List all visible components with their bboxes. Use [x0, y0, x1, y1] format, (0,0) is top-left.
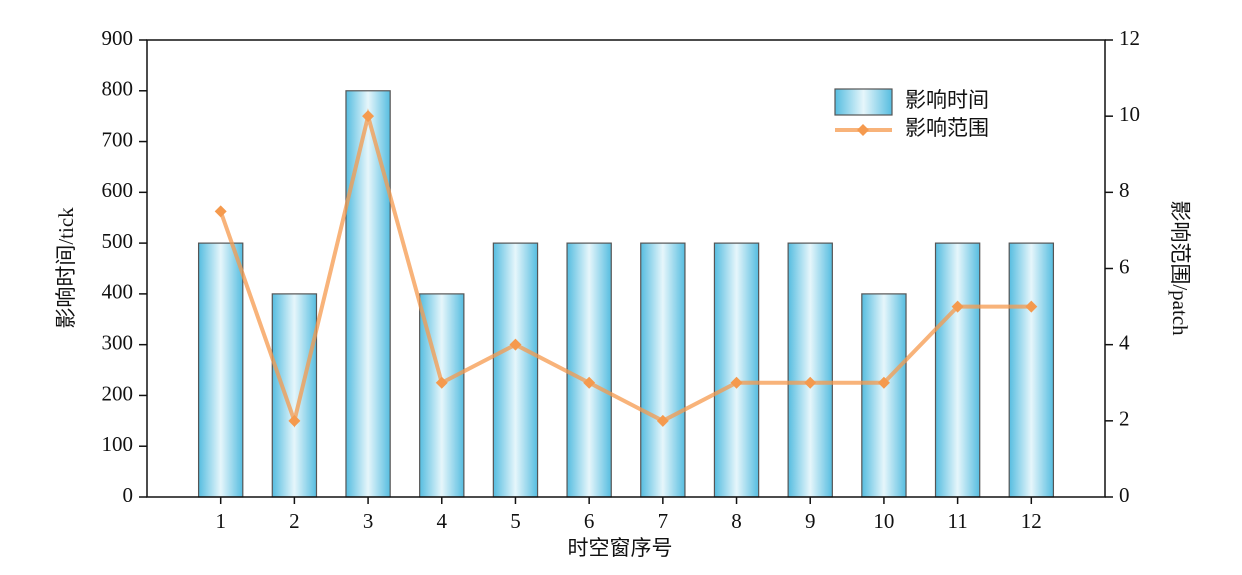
- line-marker: [730, 376, 743, 389]
- y-tick-label: 300: [102, 330, 134, 354]
- line-marker: [1025, 300, 1038, 313]
- line-marker: [656, 414, 669, 427]
- y-tick-label: 200: [102, 381, 134, 405]
- line: [218, 108, 1032, 428]
- y2-tick-label: 8: [1119, 178, 1130, 202]
- y2-tick-label: 4: [1119, 330, 1130, 354]
- x-tick-label: 5: [510, 509, 521, 533]
- y-tick-label: 700: [102, 127, 134, 151]
- x-tick-label: 8: [731, 509, 742, 533]
- x-axis-label: 时空窗序号: [568, 536, 673, 560]
- legend-swatch: [834, 88, 893, 116]
- y-tick-label: 600: [102, 178, 134, 202]
- line-marker: [214, 205, 227, 218]
- y-axis-label: 影响时间/tick: [54, 207, 78, 329]
- y2-tick-label: 10: [1119, 102, 1140, 126]
- line-marker: [583, 376, 596, 389]
- legend-label: 影响范围: [905, 116, 989, 140]
- y-tick-label: 500: [102, 229, 134, 253]
- y-tick-label: 400: [102, 280, 134, 304]
- x-tick-label: 12: [1021, 509, 1042, 533]
- x-tick-label: 4: [437, 509, 448, 533]
- line-marker: [509, 338, 522, 351]
- bar: [640, 242, 686, 498]
- plot-frame: [146, 39, 1106, 498]
- bar: [713, 242, 760, 498]
- line-marker: [435, 376, 448, 389]
- line-marker: [288, 414, 301, 427]
- line-marker: [951, 300, 964, 313]
- x-tick-label: 9: [805, 509, 816, 533]
- y-tick-label: 100: [102, 432, 134, 456]
- y2-tick-label: 0: [1119, 483, 1130, 507]
- bar: [1008, 242, 1055, 498]
- bar: [566, 242, 612, 498]
- y2-tick-label: 6: [1119, 254, 1130, 278]
- y2-tick-label: 2: [1119, 407, 1130, 431]
- bar: [492, 242, 539, 498]
- y2-tick-label: 12: [1119, 26, 1140, 50]
- bar: [934, 242, 981, 498]
- bar: [345, 90, 391, 498]
- line-marker: [362, 110, 375, 123]
- x-tick-label: 2: [289, 509, 300, 533]
- legend-marker: [857, 124, 869, 136]
- y-tick-label: 800: [102, 77, 134, 101]
- bar: [861, 293, 907, 498]
- line-marker: [877, 376, 890, 389]
- line-marker: [804, 376, 817, 389]
- y-tick-label: 900: [102, 26, 134, 50]
- x-tick-label: 7: [658, 509, 669, 533]
- x-tick-label: 10: [873, 509, 894, 533]
- x-tick-label: 6: [584, 509, 595, 533]
- y2-axis-label: 影响范围/patch: [1168, 200, 1192, 336]
- bar: [271, 293, 318, 498]
- x-tick-label: 1: [215, 509, 226, 533]
- x-tick-label: 11: [947, 509, 967, 533]
- legend-label: 影响时间: [905, 88, 989, 112]
- y-tick-label: 0: [123, 483, 134, 507]
- bar: [197, 242, 244, 498]
- bar: [787, 242, 833, 498]
- x-tick-label: 3: [363, 509, 374, 533]
